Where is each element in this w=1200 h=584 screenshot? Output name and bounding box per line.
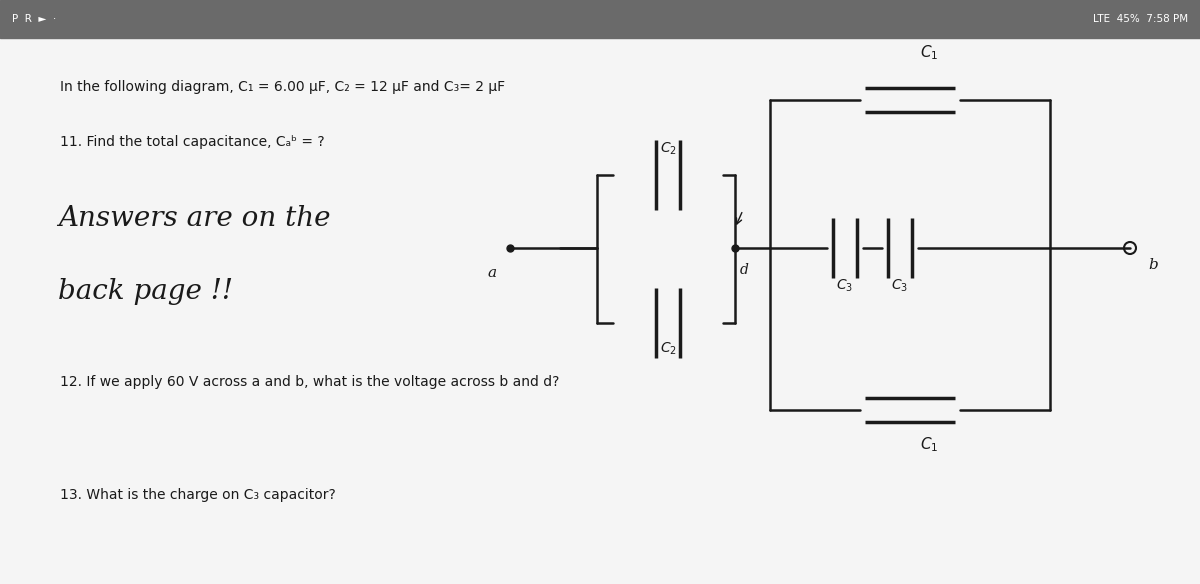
Text: 12. If we apply 60 V across a and b, what is the voltage across b and d?: 12. If we apply 60 V across a and b, wha… xyxy=(60,375,559,389)
Text: Answers are on the: Answers are on the xyxy=(58,205,330,232)
Text: d: d xyxy=(740,263,749,277)
Text: back page !!: back page !! xyxy=(58,278,233,305)
Text: $C_1$: $C_1$ xyxy=(920,435,938,454)
Bar xyxy=(0,0,1200,38)
Text: $C_3$: $C_3$ xyxy=(836,278,853,294)
Text: LTE  45%  7:58 PM: LTE 45% 7:58 PM xyxy=(1093,14,1188,24)
Text: $C_2$: $C_2$ xyxy=(660,341,677,357)
Text: b: b xyxy=(1148,258,1158,272)
Text: a: a xyxy=(487,266,497,280)
Text: P  R  ►  ·: P R ► · xyxy=(12,14,56,24)
Text: In the following diagram, C₁ = 6.00 μF, C₂ = 12 μF and C₃= 2 μF: In the following diagram, C₁ = 6.00 μF, … xyxy=(60,80,505,94)
Text: 13. What is the charge on C₃ capacitor?: 13. What is the charge on C₃ capacitor? xyxy=(60,488,336,502)
Text: 11. Find the total capacitance, Cₐᵇ = ?: 11. Find the total capacitance, Cₐᵇ = ? xyxy=(60,135,325,149)
Text: $C_2$: $C_2$ xyxy=(660,141,677,157)
Text: $C_3$: $C_3$ xyxy=(892,278,908,294)
Text: $C_1$: $C_1$ xyxy=(920,43,938,62)
